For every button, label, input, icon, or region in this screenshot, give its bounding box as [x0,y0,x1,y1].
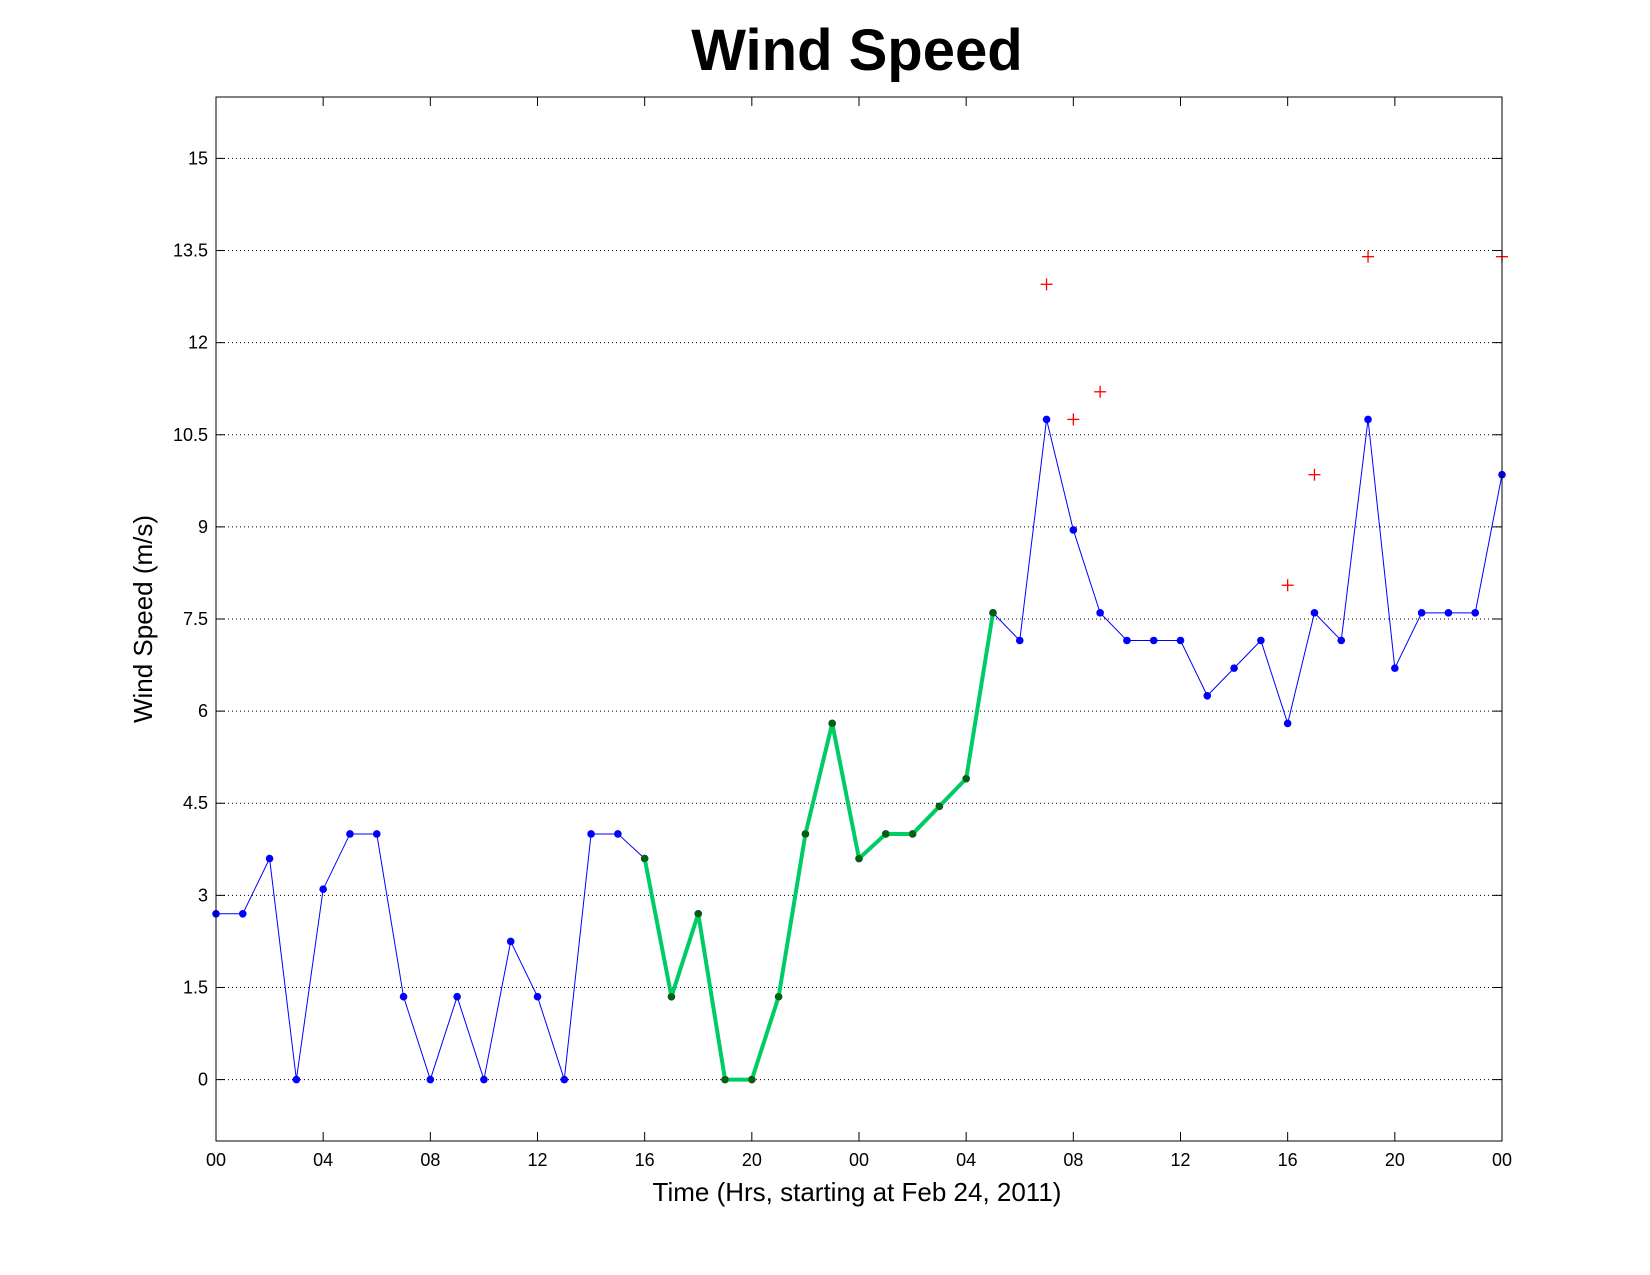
highlighted-point [721,1075,729,1084]
x-tick-label: 12 [1170,1150,1190,1170]
x-tick-label: 08 [420,1150,440,1170]
wind-speed-point [399,992,408,1001]
wind-speed-point [1042,415,1051,424]
x-tick-label: 16 [1278,1150,1298,1170]
highlighted-point [882,830,890,838]
x-tick-label: 16 [635,1150,655,1170]
axis-ticks: 0 1.5 3 4.5 6 7.5 9 10.5 12 13.5 15 00 04 08 12 16 20 00 0… [173,97,1512,1170]
y-axis-label: Wind Speed (m/s) [128,515,158,723]
y-tick-label: 15 [188,148,208,168]
wind-speed-point [1015,636,1024,645]
highlighted-point [748,1075,756,1084]
wind-speed-point [265,854,274,863]
wind-speed-point [1149,636,1158,645]
highlighted-point [801,830,810,838]
y-tick-label: 12 [188,333,208,353]
gust-marker [1067,413,1080,426]
highlighted-series-line [642,610,995,1082]
highlighted-point [855,854,863,863]
wind-speed-point [319,885,327,894]
y-tick-label: 13.5 [173,241,208,261]
wind-speed-point [1364,415,1372,424]
highlighted-point [694,910,702,918]
x-tick-label: 08 [1063,1150,1083,1170]
x-tick-label: 20 [1385,1150,1405,1170]
chart-title: Wind Speed [691,18,1022,83]
wind-speed-point [506,937,515,946]
highlighted-point [908,830,917,838]
gust-marker [1040,278,1053,291]
wind-speed-point [1444,609,1453,617]
highlighted-point [989,609,997,617]
y-tick-label: 3 [198,885,208,905]
wind-speed-point [238,909,247,918]
wind-speed-point [1203,691,1212,700]
x-tick-label: 12 [527,1150,547,1170]
x-axis-label: Time (Hrs, starting at Feb 24, 2011) [653,1177,1062,1207]
x-tick-label: 04 [313,1150,333,1170]
wind-speed-point [1069,526,1078,534]
highlighted-point [641,854,649,863]
x-tick-label: 00 [1492,1150,1512,1170]
wind-speed-point [292,1075,301,1084]
wind-speed-point [1310,609,1319,617]
wind-speed-point [533,992,542,1001]
highlighted-point [775,993,783,1001]
y-tick-label: 9 [198,517,208,537]
wind-speed-point [1230,664,1238,672]
highlighted-point [828,719,836,728]
wind-speed-point [1176,636,1185,645]
x-tick-label: 20 [742,1150,762,1170]
y-tick-label: 7.5 [183,609,208,629]
wind-speed-point [1391,664,1399,672]
x-tick-label: 04 [956,1150,976,1170]
highlighted-point [667,993,676,1001]
wind-speed-point [346,830,354,838]
x-tick-label: 00 [206,1150,226,1170]
wind-speed-point [1337,636,1346,645]
wind-speed-point [453,992,461,1001]
wind-speed-point [480,1075,488,1084]
highlighted-point [935,802,943,810]
wind-speed-point [372,830,381,838]
y-tick-label: 10.5 [173,425,208,445]
gust-marker [1308,468,1321,481]
wind-speed-point [1283,719,1292,728]
y-tick-label: 1.5 [183,977,208,997]
wind-speed-point [587,830,595,838]
y-tick-label: 6 [198,701,208,721]
wind-speed-point [614,830,622,838]
wind-speed-point [1123,636,1131,645]
wind-speed-point [560,1075,569,1084]
x-tick-label: 00 [849,1150,869,1170]
wind-speed-point [1471,609,1480,617]
series-layer [212,250,1508,1084]
y-tick-label: 4.5 [183,793,208,813]
gust-marker [1281,579,1294,592]
grid-lines [216,157,1502,1081]
wind-speed-point [1096,609,1104,617]
highlighted-point [962,775,970,783]
wind-speed-series-line [216,419,1503,1082]
wind-speed-point [1257,636,1265,645]
wind-speed-point [1417,609,1426,617]
gust-marker [1094,385,1107,398]
gust-marker [1362,250,1375,263]
y-tick-label: 0 [198,1070,208,1090]
wind-speed-point [426,1075,435,1084]
